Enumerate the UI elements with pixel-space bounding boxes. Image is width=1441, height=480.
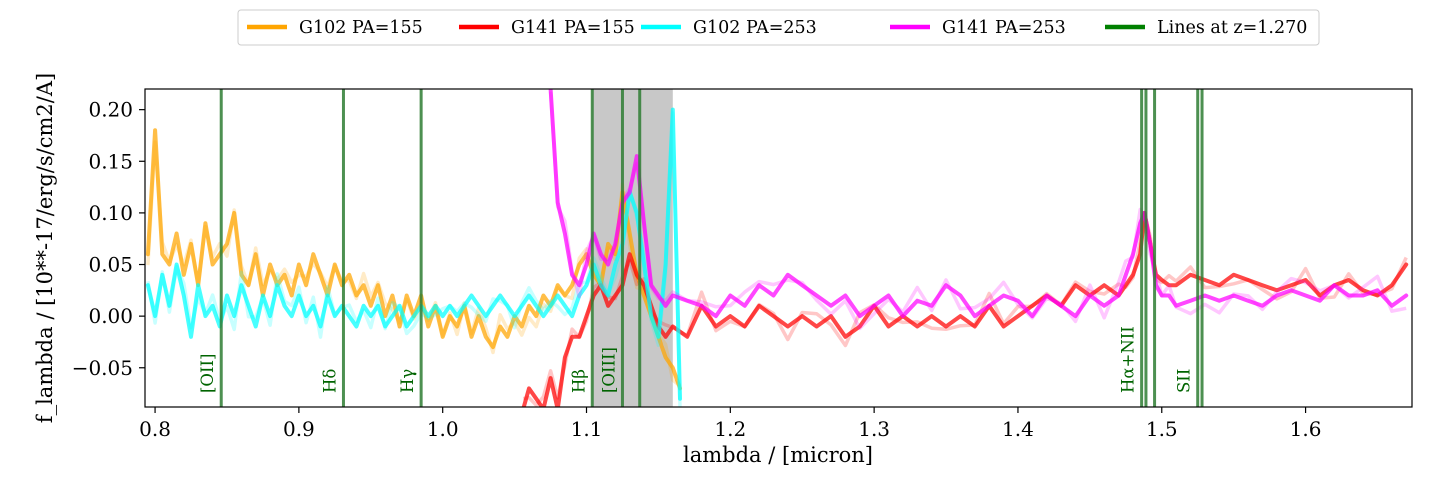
y-tick-label: −0.05 [72, 356, 133, 380]
x-tick-label: 1.4 [1002, 417, 1034, 441]
x-tick-label: 0.8 [139, 417, 171, 441]
emission-label-h-nii: Hα+NII [1119, 326, 1138, 393]
emission-label-h: Hβ [569, 369, 588, 393]
x-tick-label: 1.6 [1290, 417, 1322, 441]
x-ticks-layer: 0.8 0.9 1.0 1.1 1.2 1.3 1.4 1.5 1.6 [139, 407, 1321, 441]
emission-label-sii: SII [1175, 369, 1194, 393]
emission-label-oiii: [OIII] [600, 347, 619, 393]
emission-lines-layer: [OII] Hδ Hγ Hβ [OIII] Hα+NII SII [198, 89, 1204, 407]
legend: G102 PA=155 G141 PA=155 G102 PA=253 G141 PA… [237, 9, 1320, 46]
x-tick-label: 1.0 [427, 417, 459, 441]
emission-label-h: Hδ [321, 369, 340, 393]
y-ticks-layer: −0.05 0.00 0.05 0.10 0.15 0.20 [72, 98, 145, 380]
legend-label-g141-pa-155: G141 PA=155 [511, 18, 635, 38]
y-tick-label: 0.15 [88, 149, 133, 173]
y-axis-label: f_lambda / [10**-17/erg/s/cm2/A] [33, 73, 57, 423]
y-tick-label: 0.00 [88, 304, 133, 328]
legend-label-g102-pa-155: G102 PA=155 [299, 18, 423, 38]
y-tick-label: 0.10 [88, 201, 133, 225]
y-tick-label: 0.20 [88, 98, 133, 122]
legend-label-lines-at-z-1-270: Lines at z=1.270 [1157, 18, 1307, 38]
emission-label-h: Hγ [398, 369, 417, 393]
x-axis-label: lambda / [micron] [683, 443, 873, 467]
plot-frame [144, 88, 1413, 408]
series-line-g141-pa-155 [521, 210, 1409, 407]
legend-frame [237, 9, 1320, 46]
x-tick-label: 1.2 [714, 417, 746, 441]
x-tick-label: 1.3 [858, 417, 890, 441]
legend-label-g141-pa-253: G141 PA=253 [942, 18, 1066, 38]
y-tick-label: 0.05 [88, 253, 133, 277]
x-tick-label: 1.1 [571, 417, 603, 441]
emission-label-oii: [OII] [198, 354, 217, 393]
legend-label-g102-pa-253: G102 PA=253 [693, 18, 817, 38]
x-tick-label: 0.9 [283, 417, 315, 441]
x-tick-label: 1.5 [1146, 417, 1178, 441]
series-line-g141-pa-253 [548, 89, 1409, 319]
